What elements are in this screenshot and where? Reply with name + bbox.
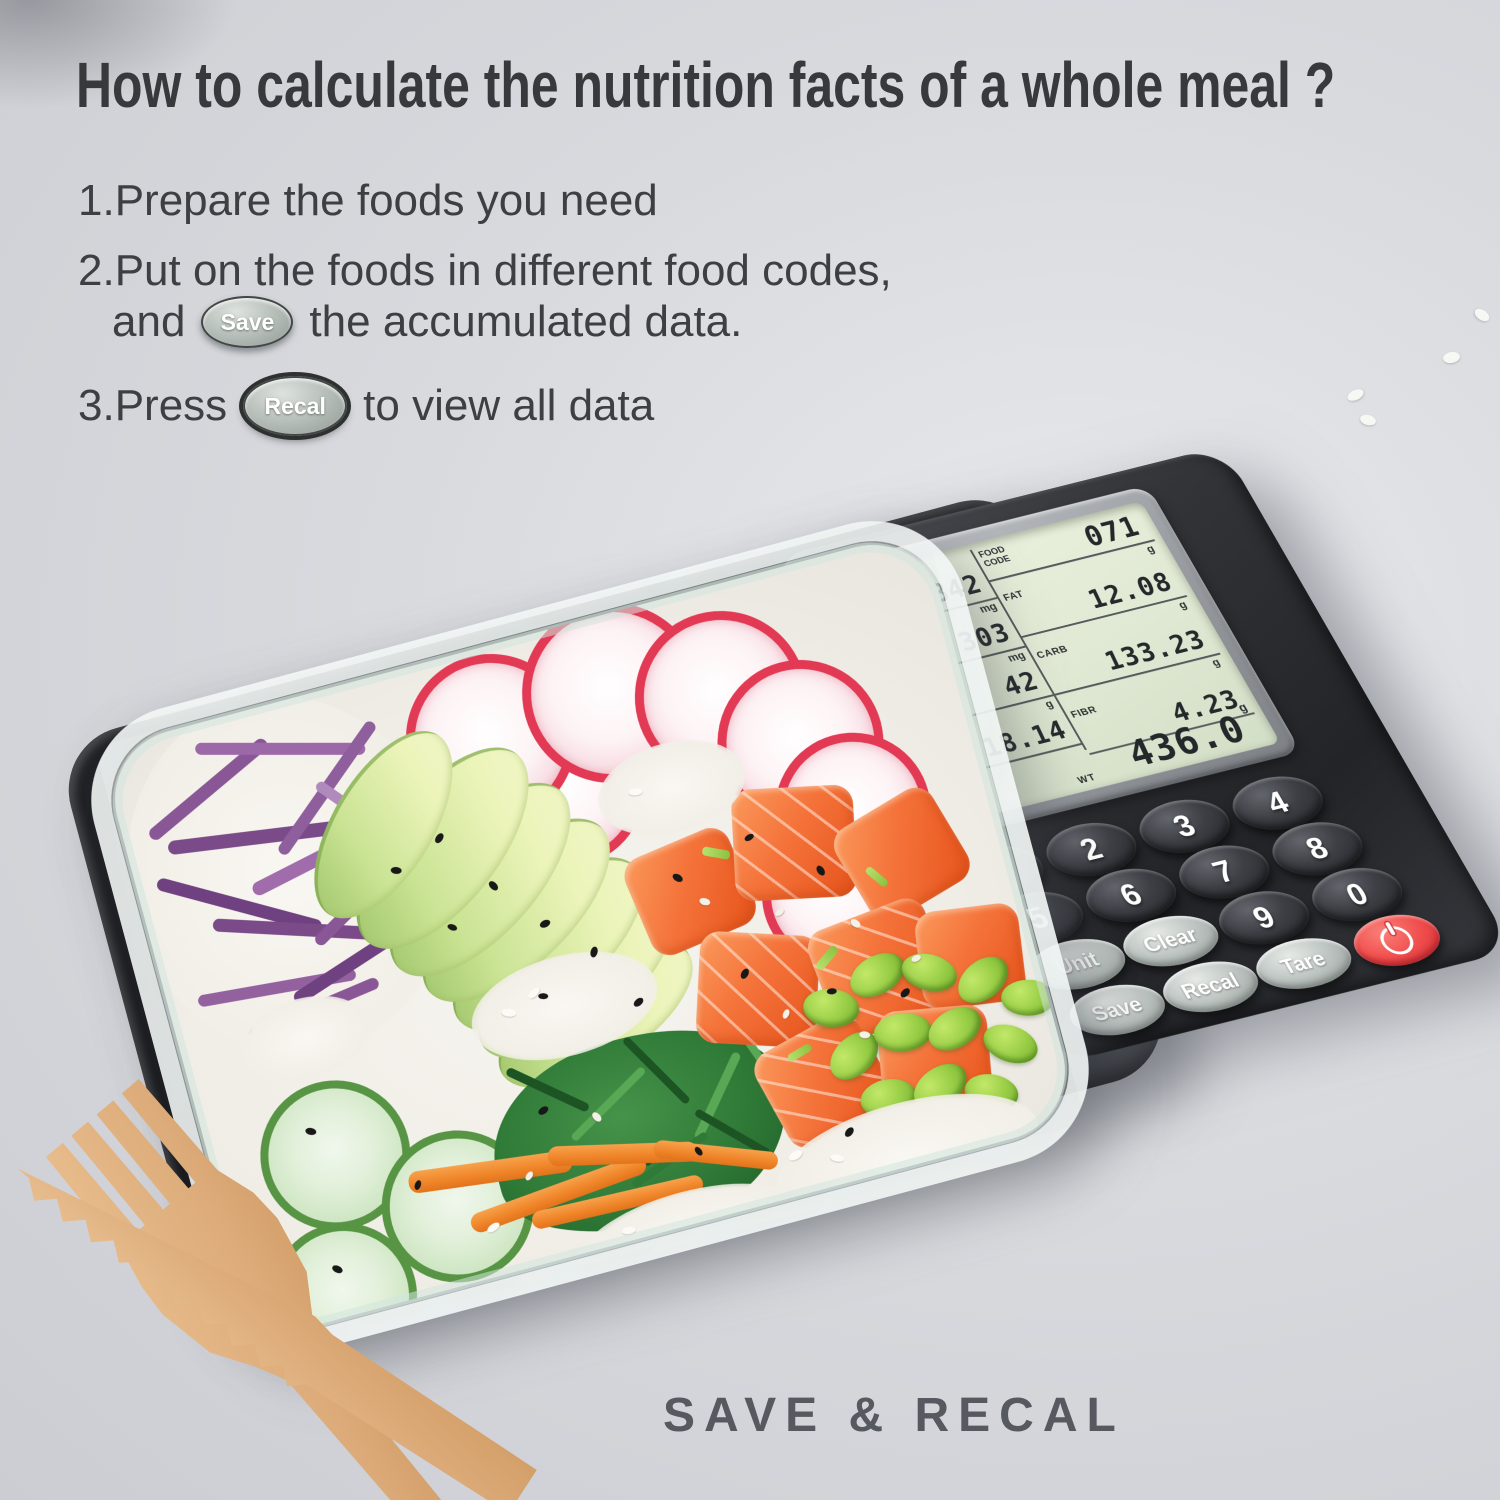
page-title: How to calculate the nutrition facts of … [76, 49, 1336, 121]
recal-pill-button[interactable]: Recal [243, 376, 348, 436]
chol-unit: mg [1005, 649, 1028, 665]
power-icon [1374, 923, 1420, 958]
step-3-press: 3.Press [78, 381, 228, 430]
step-3: 3.Press Recal to view all data [78, 376, 654, 436]
step-2-and: and [112, 297, 186, 346]
caption: SAVE & RECAL [663, 1389, 1125, 1442]
sesame-seed [1472, 306, 1492, 324]
step-3-rest: to view all data [363, 381, 655, 430]
sesame-seed [1345, 386, 1366, 404]
sesame-seed [1358, 413, 1378, 427]
save-pill-label: Save [220, 308, 275, 335]
corner-shade [0, 0, 240, 110]
step-1-text: 1.Prepare the foods you need [78, 176, 658, 225]
recal-pill-label: Recal [264, 392, 326, 419]
sesame-seed [1442, 350, 1461, 365]
carb-label: CARB [1034, 643, 1071, 662]
fat-label: FAT [1001, 588, 1027, 604]
fat-unit: g [1144, 543, 1158, 556]
fibr-unit: g [1209, 656, 1223, 670]
step-2-line-2: and Save the accumulated data. [112, 296, 742, 348]
chol-value: 42 [998, 666, 1044, 703]
weight-label: WT [1075, 771, 1099, 787]
step-2-text: 2.Put on the foods in different food cod… [78, 246, 892, 295]
carb-unit: g [1176, 598, 1190, 612]
fibr-label: FIBR [1069, 704, 1100, 721]
prot-unit: g [1042, 698, 1056, 711]
salt-unit: mg [977, 600, 1000, 616]
step-2-rest: the accumulated data. [309, 297, 743, 346]
step-1: 1.Prepare the foods you need [78, 176, 658, 226]
step-2-line-1: 2.Put on the foods in different food cod… [78, 246, 892, 296]
save-pill-button[interactable]: Save [201, 296, 294, 348]
